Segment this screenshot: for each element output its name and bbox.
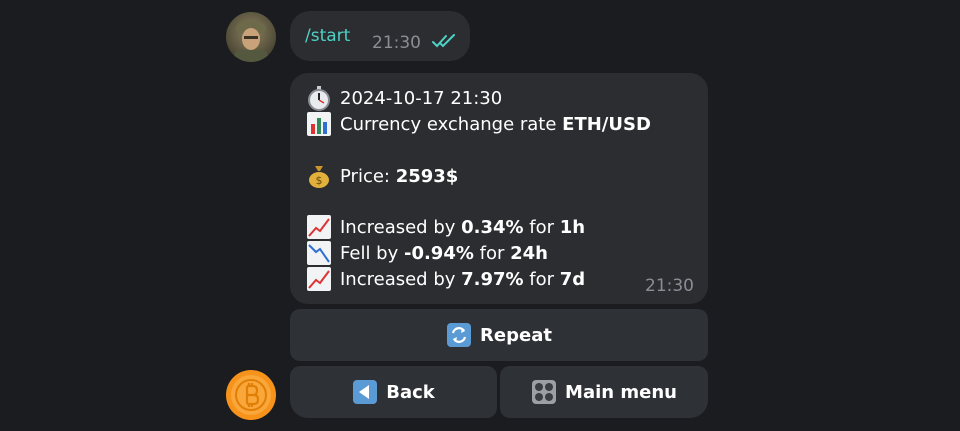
bot-avatar[interactable] xyxy=(226,370,276,420)
double-check-icon xyxy=(432,34,455,48)
chart-increasing-icon xyxy=(307,267,331,291)
change-value: 7.97% xyxy=(461,268,524,290)
change-period: 7d xyxy=(559,268,586,290)
change-prefix: Fell by xyxy=(340,242,404,264)
change-period: 1h xyxy=(559,216,586,238)
change-for: for xyxy=(523,216,560,238)
money-bag-icon: $ xyxy=(309,166,329,188)
bar-chart-icon xyxy=(307,112,331,136)
change-value: 0.34% xyxy=(461,216,524,238)
change-line: Increased by 7.97% for 7d xyxy=(306,266,585,292)
change-prefix: Increased by xyxy=(340,268,462,290)
user-photo xyxy=(234,21,268,62)
change-line: Increased by 0.34% for 1h xyxy=(306,214,585,240)
repeat-button[interactable]: Repeat xyxy=(290,309,708,361)
repeat-icon xyxy=(447,323,472,347)
stopwatch-icon xyxy=(308,86,330,111)
main-menu-button[interactable]: Main menu xyxy=(500,366,708,418)
back-arrow-icon xyxy=(353,380,378,404)
main-menu-label: Main menu xyxy=(565,381,677,403)
rate-line: Currency exchange rate ETH/USD xyxy=(306,111,651,137)
bitcoin-icon xyxy=(231,375,271,415)
timestamp-text: 2024-10-17 21:30 xyxy=(340,87,503,109)
repeat-label: Repeat xyxy=(480,324,552,346)
price-line: $ Price: 2593$ xyxy=(306,163,458,189)
change-period: 24h xyxy=(510,242,548,264)
bot-message: 2024-10-17 21:30 Currency exchange rate … xyxy=(290,73,708,304)
svg-text:$: $ xyxy=(316,174,323,187)
back-button[interactable]: Back xyxy=(290,366,497,418)
chart-increasing-icon xyxy=(307,215,331,239)
change-value: -0.94% xyxy=(403,242,474,264)
message-time: 21:30 xyxy=(645,276,694,296)
outgoing-message: /start 21:30 xyxy=(290,11,470,61)
rate-prefix: Currency exchange rate xyxy=(340,113,563,135)
back-label: Back xyxy=(386,381,435,403)
message-time: 21:30 xyxy=(372,33,421,53)
change-for: for xyxy=(473,242,511,264)
price-label: Price: xyxy=(340,165,396,187)
price-value: 2593$ xyxy=(395,165,459,187)
change-prefix: Increased by xyxy=(340,216,462,238)
timestamp-line: 2024-10-17 21:30 xyxy=(306,85,502,111)
chart-decreasing-icon xyxy=(307,241,331,265)
control-knobs-icon xyxy=(532,380,557,404)
currency-pair: ETH/USD xyxy=(562,113,651,135)
change-for: for xyxy=(523,268,560,290)
start-command-link[interactable]: /start xyxy=(305,26,351,46)
change-line: Fell by -0.94% for 24h xyxy=(306,240,548,266)
user-avatar[interactable] xyxy=(226,12,276,62)
